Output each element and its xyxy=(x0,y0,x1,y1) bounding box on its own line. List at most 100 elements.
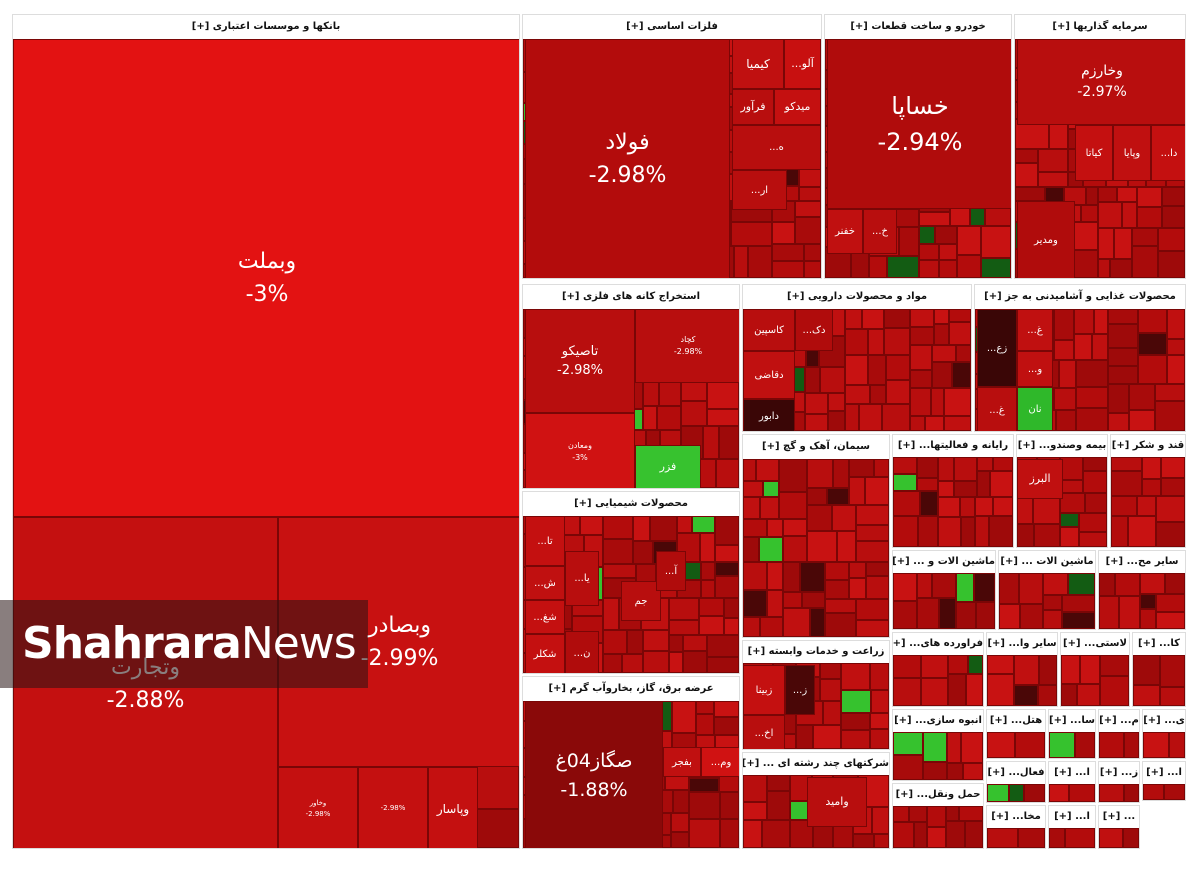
stock-tile: -2.98% xyxy=(358,767,428,848)
stock-cell xyxy=(1060,513,1079,527)
stock-cell xyxy=(870,385,886,404)
stock-tile: کیمیا xyxy=(732,39,784,89)
stock-name: دابور xyxy=(758,410,779,422)
stock-cell xyxy=(1155,384,1185,401)
stock-tile: تا... xyxy=(525,516,565,566)
stock-cell xyxy=(910,370,932,388)
stock-cell xyxy=(800,562,825,592)
stock-cell xyxy=(827,488,849,505)
sector: رایانه و فعالیتها... [+] xyxy=(892,434,1014,548)
stock-cell xyxy=(734,246,748,278)
stock-cell xyxy=(1137,496,1156,516)
stock-cell xyxy=(669,652,683,673)
stock-cell xyxy=(1054,309,1074,340)
stock-cell xyxy=(692,516,715,533)
stock-cell xyxy=(1015,149,1038,163)
stock-cell xyxy=(1156,522,1185,547)
stock-tile: فزر xyxy=(635,445,701,488)
stock-cell xyxy=(893,732,923,755)
stock-tile: شکلر xyxy=(525,634,565,673)
stock-name: ه... xyxy=(769,142,784,153)
stock-cell xyxy=(796,725,813,749)
stock-name: جم xyxy=(634,595,648,607)
sector-header: ا... [+] xyxy=(1049,762,1095,784)
stock-cell xyxy=(1079,513,1107,532)
stock-cell xyxy=(949,309,971,322)
stock-cell xyxy=(669,598,699,620)
stock-cell xyxy=(823,701,841,725)
stock-cell xyxy=(938,517,961,547)
stock-cell xyxy=(1140,609,1156,629)
stock-cell xyxy=(677,516,692,533)
stock-cell xyxy=(949,322,971,345)
stock-name: زع... xyxy=(986,342,1008,354)
sector-header: ماشین الات ... [+] xyxy=(999,551,1095,573)
stock-cell xyxy=(707,657,739,673)
stock-tile: کیاتا xyxy=(1075,125,1113,181)
sector: قند و شکر [+] xyxy=(1110,434,1186,548)
stock-cell xyxy=(1129,384,1155,410)
stock-cell xyxy=(743,802,767,820)
stock-cell xyxy=(756,459,779,481)
stock-cell xyxy=(825,562,849,580)
stock-cell xyxy=(1099,784,1124,802)
sector-header: مخا... [+] xyxy=(987,806,1045,828)
sector-header: عرضه برق، گاز، بخاروآب گرم [+] xyxy=(523,677,739,701)
stock-cell xyxy=(1086,187,1098,205)
stock-cell xyxy=(952,362,971,388)
stock-cell xyxy=(841,690,871,713)
sector-header: زراعت و خدمات وابسته [+] xyxy=(743,641,889,663)
sector: محصولات غذایی و آشامیدنی به جز [+] زع... غ… xyxy=(974,284,1186,432)
stock-name: البرز xyxy=(1029,471,1051,485)
sector: ماشین الات ... [+] xyxy=(998,550,1096,630)
stock-name: یا... xyxy=(574,573,590,584)
stock-cell xyxy=(1060,480,1083,493)
stock-cell xyxy=(810,608,825,637)
stock-cell xyxy=(603,516,633,539)
stock-cell xyxy=(1024,784,1045,802)
stock-tile: شغ... xyxy=(525,600,565,634)
sector-header: فعال... [+] xyxy=(987,762,1045,784)
stock-cell xyxy=(893,474,917,491)
stock-cell xyxy=(703,426,719,459)
watermark: ShahraraNews xyxy=(0,600,368,688)
stock-cell xyxy=(1165,573,1185,594)
stock-tile: میدکو xyxy=(774,89,821,125)
stock-cell xyxy=(1108,384,1129,413)
stock-cell xyxy=(869,256,887,278)
stock-name: خساپا xyxy=(891,92,949,120)
stock-change: -1.88% xyxy=(560,778,628,801)
stock-cell xyxy=(939,244,957,260)
stock-cell xyxy=(1167,355,1185,384)
sector-header: ماشین الات و ... [+] xyxy=(893,551,995,573)
stock-cell xyxy=(866,576,889,599)
stock-cell xyxy=(910,309,934,327)
stock-cell xyxy=(948,655,968,674)
sector: سایر مح... [+] xyxy=(1098,550,1186,630)
stock-cell xyxy=(759,537,783,562)
stock-cell xyxy=(856,620,889,637)
stock-change: -3% xyxy=(245,282,289,307)
stock-cell xyxy=(910,327,934,345)
sector: بیمه وصندو... [+] البرز xyxy=(1016,434,1108,548)
sector-header: محصولات شیمیایی [+] xyxy=(523,492,739,516)
stock-cell xyxy=(1039,655,1057,685)
stock-cell xyxy=(1099,828,1123,848)
stock-cell xyxy=(807,459,833,488)
stock-cell xyxy=(669,620,699,635)
stock-tile: وامید xyxy=(807,777,867,827)
stock-cell xyxy=(807,505,832,531)
stock-cell xyxy=(1014,655,1039,685)
stock-cell xyxy=(954,457,977,481)
stock-cell xyxy=(1133,685,1160,706)
sector-header: ی... [+] xyxy=(1143,710,1185,732)
watermark-bold: Shahrara xyxy=(22,618,242,669)
stock-cell xyxy=(707,379,739,409)
stock-cell xyxy=(1108,413,1129,431)
stock-cell xyxy=(1124,784,1139,802)
stock-cell xyxy=(805,367,820,393)
stock-cell xyxy=(886,380,910,404)
stock-cell xyxy=(1065,828,1095,848)
stock-cell xyxy=(1077,684,1100,706)
stock-cell xyxy=(935,226,957,244)
